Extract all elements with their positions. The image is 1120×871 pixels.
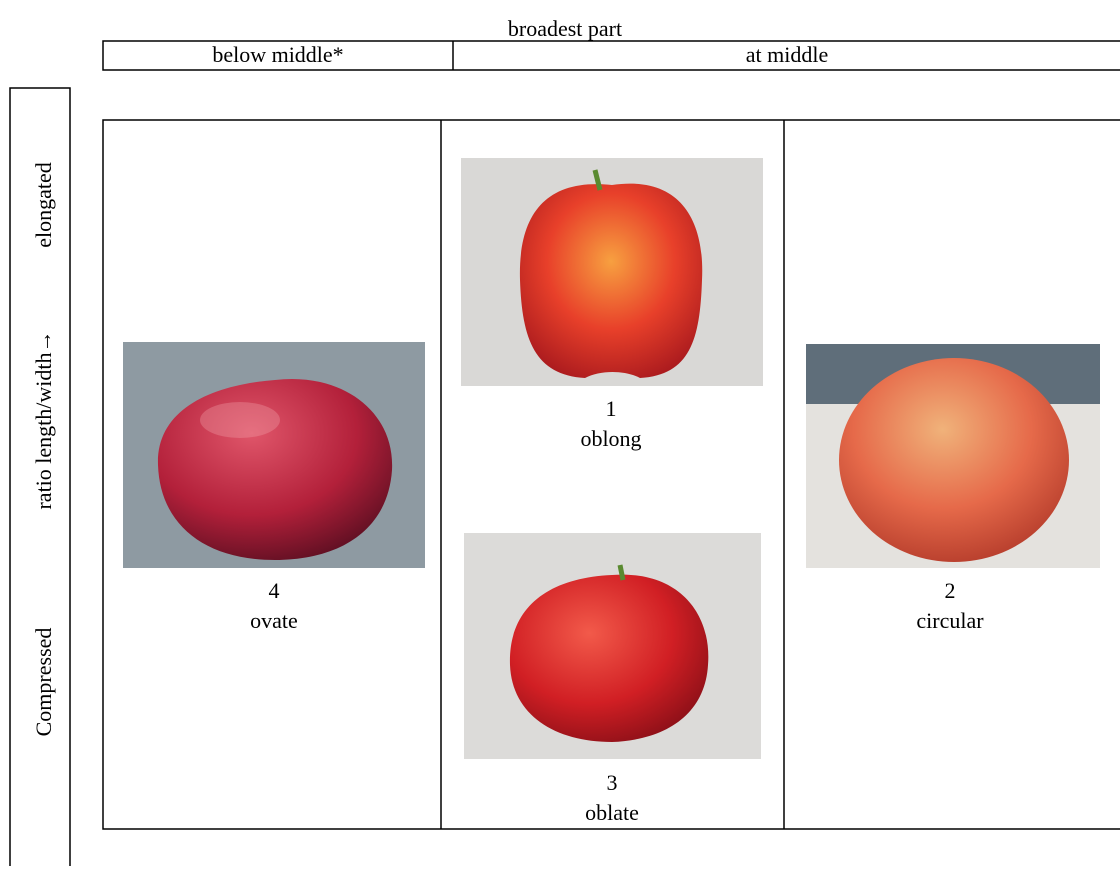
item-number: 4 bbox=[269, 578, 280, 603]
header-title: broadest part bbox=[508, 16, 622, 41]
item-number: 3 bbox=[607, 770, 618, 795]
item-label: oblong bbox=[580, 426, 641, 451]
photo-ovate bbox=[123, 342, 425, 568]
item-label: circular bbox=[916, 608, 984, 633]
photo-oblate bbox=[464, 533, 761, 759]
row-axis-high: elongated bbox=[31, 162, 56, 248]
column-header: at middle bbox=[746, 42, 828, 67]
item-label: ovate bbox=[250, 608, 298, 633]
header-row bbox=[102, 40, 1120, 71]
column-header: below middle* bbox=[212, 42, 343, 67]
row-axis-low: Compressed bbox=[31, 628, 56, 737]
photo-oblong bbox=[461, 158, 763, 386]
item-label: oblate bbox=[585, 800, 639, 825]
row-axis-middle: ratio length/width→ bbox=[31, 330, 56, 509]
item-number: 1 bbox=[606, 396, 617, 421]
grid bbox=[102, 119, 1120, 830]
item-number: 2 bbox=[945, 578, 956, 603]
row-axis: Compressed ratio length/width→ elongated bbox=[31, 162, 56, 736]
photo-circular bbox=[806, 344, 1100, 568]
